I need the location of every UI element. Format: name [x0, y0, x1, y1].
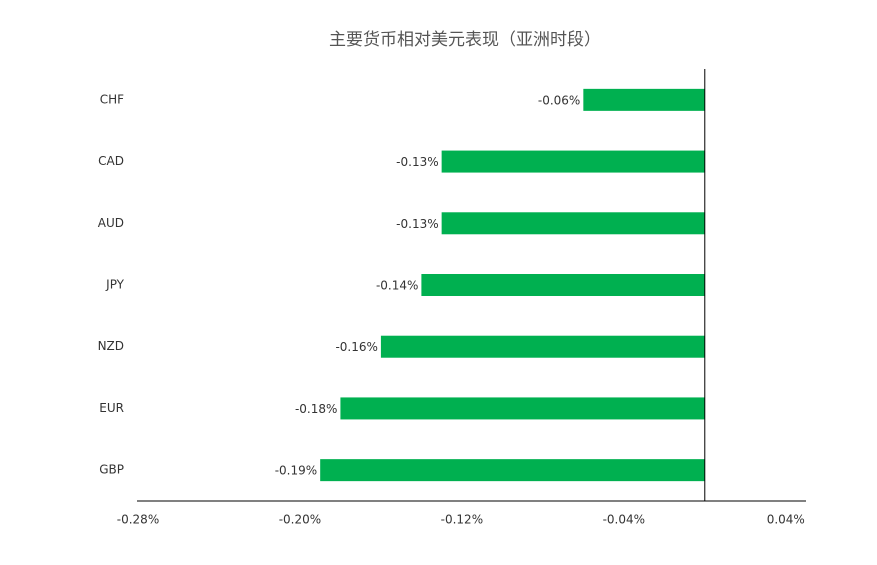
bar: [380, 335, 705, 358]
y-tick-label: CAD: [98, 154, 124, 168]
y-tick-label: NZD: [98, 339, 124, 353]
y-tick-label: AUD: [98, 216, 124, 230]
x-tick-label: -0.20%: [279, 513, 321, 527]
y-tick-label: JPY: [105, 278, 125, 292]
x-tick-label: -0.12%: [441, 513, 483, 527]
bar: [441, 212, 705, 235]
y-tick-label: EUR: [99, 401, 124, 415]
bar: [583, 88, 705, 111]
bar: [441, 150, 705, 173]
value-label: -0.19%: [275, 464, 317, 478]
value-label: -0.18%: [295, 402, 337, 416]
value-label: -0.13%: [396, 217, 438, 231]
value-label: -0.13%: [396, 155, 438, 169]
y-tick-label: CHF: [100, 92, 124, 106]
bar: [421, 274, 705, 296]
bar: [340, 397, 705, 420]
value-label: -0.14%: [376, 279, 418, 293]
bar: [320, 459, 705, 482]
chart-title: 主要货币相对美元表现（亚洲时段）: [329, 30, 601, 50]
y-tick-label: GBP: [99, 463, 124, 477]
x-tick-label: 0.04%: [767, 513, 805, 527]
value-label: -0.06%: [538, 93, 580, 107]
x-tick-label: -0.28%: [117, 513, 159, 527]
value-label: -0.16%: [335, 340, 377, 354]
x-tick-label: -0.04%: [603, 513, 645, 527]
